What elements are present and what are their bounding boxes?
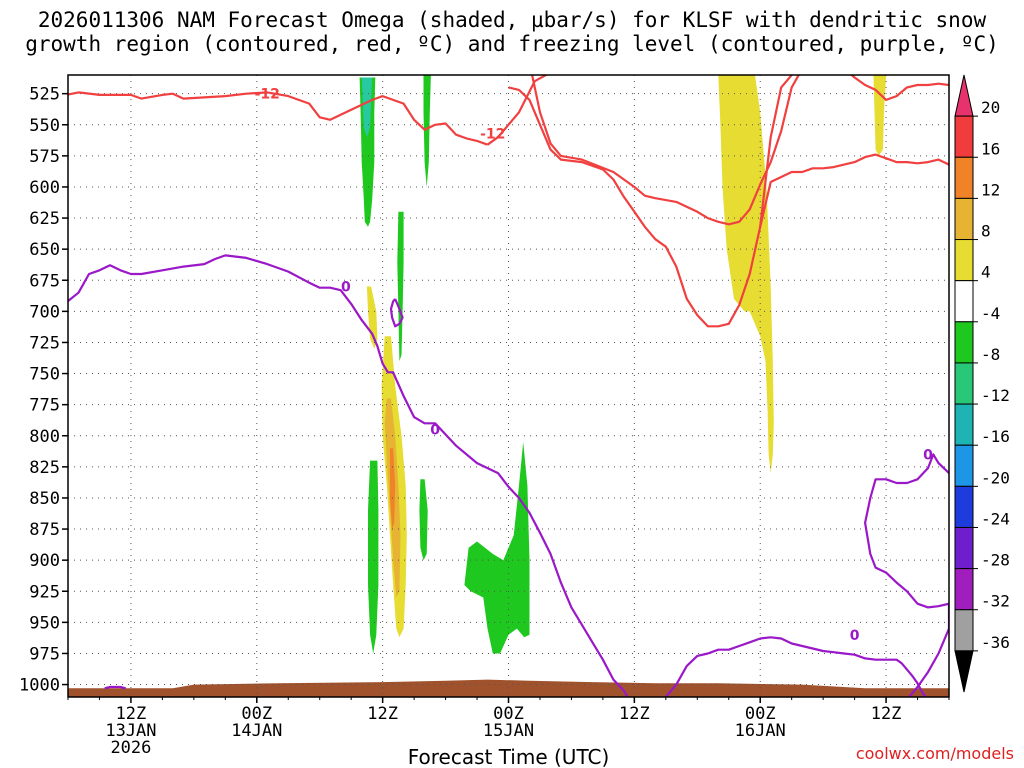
contour-dgz-12c-mid [530, 75, 800, 226]
contour-label-layer: -12 -12 0 0 0 0 [255, 87, 934, 644]
y-tick-label: 675 [29, 271, 60, 291]
colorbar-label: -4 [981, 304, 1000, 323]
y-tick-label: 975 [29, 644, 60, 664]
omega-area-green-low-right [464, 442, 530, 654]
y-tick-label: 600 [29, 178, 60, 198]
y-tick-label: 575 [29, 147, 60, 167]
y-tick-label: 900 [29, 551, 60, 571]
colorbar-label: -24 [981, 509, 1010, 528]
y-tick-label: 625 [29, 209, 60, 229]
contour-label-dgz: -12 [480, 126, 505, 142]
x-tick-label: 00Z [241, 704, 272, 724]
contour-label-freezing: 0 [850, 628, 860, 644]
contour-dgz-12c-peak [759, 75, 793, 227]
contour-dgz-12c-upper-right [486, 75, 549, 146]
y-tick-label: 700 [29, 302, 60, 322]
contour-freezing-level-0c [68, 254, 629, 697]
omega-area-green-low-left [368, 460, 379, 654]
x-tick-label: 13JAN [105, 721, 156, 741]
contour-layer [68, 75, 949, 697]
colorbar-swatch [954, 280, 974, 323]
omega-area-teal-high [361, 77, 373, 138]
colorbar-swatch [954, 444, 974, 487]
omega-area-green-high-narrow [423, 75, 431, 187]
x-tick-label: 12Z [116, 704, 147, 724]
colorbar-max-arrow [954, 74, 974, 117]
colorbar-label: -12 [981, 386, 1010, 405]
y-tick-label: 750 [29, 365, 60, 385]
y-tick-label: 950 [29, 613, 60, 633]
y-tick-label: 550 [29, 116, 60, 136]
ground-layer [68, 679, 949, 697]
colorbar-label: 16 [981, 139, 1000, 158]
colorbar-swatch [954, 239, 974, 282]
x-tick-label: 00Z [493, 704, 524, 724]
y-tick-label: 725 [29, 333, 60, 353]
contour-label-dgz: -12 [255, 87, 280, 103]
contour-freezing-level-0c-low-left [104, 685, 126, 690]
contour-freezing-level-0c-right [664, 636, 928, 697]
y-tick-label: 825 [29, 458, 60, 478]
omega-area-yellow-mid [366, 286, 378, 349]
y-tick-label: 875 [29, 520, 60, 540]
colorbar-swatch [954, 156, 974, 199]
y-tick-label: 775 [29, 396, 60, 416]
colorbar-label: -28 [981, 551, 1010, 570]
contour-dgz-12c-lower [508, 86, 949, 328]
x-tick-label: 12Z [619, 704, 650, 724]
omega-area-orange-core [390, 448, 396, 530]
ground-fill [68, 679, 949, 697]
x-tick-label: 12Z [871, 704, 902, 724]
colorbar-swatch [954, 321, 974, 364]
contour-dgz-12c-upper [68, 91, 488, 146]
contour-label-freezing: 0 [923, 447, 933, 463]
omega-area-yellow-far-right [873, 75, 887, 156]
x-tick-label: 16JAN [735, 721, 786, 741]
colorbar-label: 20 [981, 98, 1000, 117]
colorbar-swatch [954, 403, 974, 446]
watermark: coolwx.com/models [855, 744, 1014, 763]
y-tick-label: 525 [29, 85, 60, 105]
y-tick-label: 925 [29, 582, 60, 602]
colorbar-label: -20 [981, 468, 1010, 487]
colorbar-label: -32 [981, 592, 1010, 611]
x-tick-label: 2026 [110, 738, 151, 758]
contour-label-freezing: 0 [341, 279, 351, 295]
x-tick-label: 00Z [745, 704, 776, 724]
y-tick-label: 850 [29, 489, 60, 509]
y-tick-label: 1000 [19, 676, 60, 696]
colorbar-swatch [954, 362, 974, 405]
colorbar-label: 12 [981, 180, 1000, 199]
colorbar-swatch [954, 609, 974, 652]
colorbar-swatch [954, 485, 974, 528]
chart-title: 2026011306 NAM Forecast Omega (shaded, µ… [25, 8, 999, 56]
omega-area-green-low-mid [419, 479, 428, 561]
colorbar-swatch [954, 197, 974, 241]
x-tick-label: 12Z [367, 704, 398, 724]
colorbar-label: -36 [981, 633, 1010, 652]
colorbar-min-arrow [954, 650, 974, 693]
colorbar: 20 16 12 8 4 -4 -8 -12 -16 -20 -24 -28 -32 -36 [954, 74, 1010, 693]
y-tick-label: 800 [29, 427, 60, 447]
x-tick-label: 15JAN [483, 721, 534, 741]
x-tick-label: 14JAN [231, 721, 282, 741]
contour-dgz-12c-top-right [849, 75, 949, 101]
contour-label-freezing: 0 [430, 423, 440, 439]
colorbar-label: -16 [981, 427, 1010, 446]
y-axis: 525 550 575 600 625 650 675 700 725 750 775 800 825 8… [19, 85, 68, 696]
colorbar-swatch [954, 526, 974, 570]
colorbar-swatch [954, 568, 974, 611]
omega-area-yellow-right [718, 75, 774, 474]
colorbar-label: -8 [981, 345, 1000, 364]
y-tick-label: 650 [29, 240, 60, 260]
colorbar-label: 4 [981, 263, 991, 282]
contour-freezing-level-0c-far-right [864, 453, 949, 697]
contour-freezing-level-0c-loop [389, 298, 404, 328]
colorbar-label: 8 [981, 222, 991, 241]
x-axis-title: Forecast Time (UTC) [408, 745, 610, 768]
plot-area: -12 -12 0 0 0 0 [67, 74, 950, 698]
colorbar-swatch [954, 115, 974, 158]
